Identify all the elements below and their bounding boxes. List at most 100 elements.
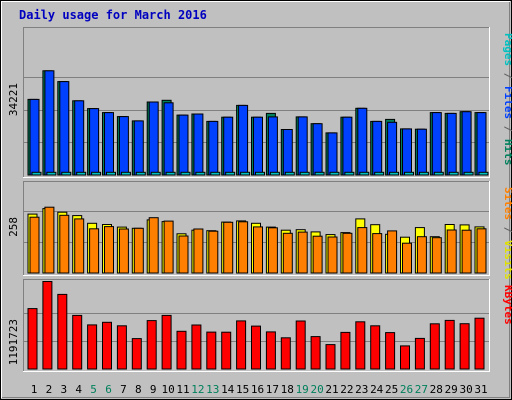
bar-pages — [433, 171, 444, 176]
bar-files — [148, 101, 159, 176]
bar-kbytes — [206, 331, 217, 370]
bar-kbytes — [57, 293, 68, 370]
bar-sites — [312, 235, 323, 274]
bar-files — [327, 132, 338, 176]
x-tick-label: 12 — [191, 383, 204, 396]
x-tick-label: 7 — [120, 383, 127, 396]
x-axis: 1 2 3 4 5 6 7 8 9 10 11 12 13 14 15 16 17 18 19 20 21 22 23 24 2… — [31, 383, 488, 396]
bar-kbytes — [191, 324, 202, 370]
bar-files — [357, 107, 368, 176]
bar-files — [282, 129, 293, 176]
bar-pages — [46, 171, 57, 176]
bar-sites — [267, 227, 278, 274]
bar-pages — [150, 171, 161, 176]
bar-pages — [448, 171, 459, 176]
bar-sites — [29, 216, 40, 274]
bar-pages — [478, 171, 489, 176]
bar-kbytes — [325, 344, 336, 370]
x-tick-label: 5 — [90, 383, 97, 396]
bar-kbytes — [370, 325, 381, 370]
bar-pages — [120, 171, 131, 176]
legend-entry: Hits — [502, 139, 512, 166]
y-tick-label: 34221 — [7, 83, 20, 116]
series-files — [29, 70, 487, 176]
bar-files — [312, 123, 323, 176]
bar-pages — [225, 171, 236, 176]
x-tick-label: 14 — [221, 383, 235, 396]
x-tick-label: 2 — [46, 383, 53, 396]
bar-files — [372, 120, 383, 176]
bar-sites — [238, 221, 249, 274]
bar-files — [59, 81, 70, 176]
bar-kbytes — [221, 331, 232, 370]
legend-entry: Visits — [502, 240, 512, 280]
bar-files — [297, 116, 308, 176]
x-tick-label: 23 — [355, 383, 368, 396]
x-tick-label: 17 — [266, 383, 279, 396]
bar-kbytes — [474, 317, 485, 370]
x-tick-label: 30 — [459, 383, 472, 396]
bar-pages — [269, 171, 280, 176]
x-tick-label: 31 — [474, 383, 487, 396]
series-sites — [29, 206, 487, 274]
bar-files — [446, 112, 457, 176]
bar-pages — [284, 171, 295, 176]
legend-label: Pages / Files / Hits — [502, 33, 512, 166]
bar-kbytes — [400, 345, 410, 370]
bar-kbytes — [131, 338, 142, 370]
panel-visits: 258 Sites / Visits — [7, 181, 512, 280]
bar-files — [178, 114, 189, 176]
x-tick-label: 19 — [296, 383, 309, 396]
bar-sites — [163, 220, 174, 274]
bar-pages — [61, 171, 72, 176]
bar-sites — [342, 232, 353, 274]
x-tick-label: 6 — [105, 383, 112, 396]
bar-sites — [148, 217, 159, 274]
bar-files — [118, 116, 129, 176]
legend-entry: Files — [502, 86, 512, 119]
bar-kbytes — [236, 320, 247, 370]
bar-pages — [329, 171, 340, 176]
x-tick-label: 29 — [445, 383, 458, 396]
x-tick-label: 1 — [31, 383, 38, 396]
bar-sites — [372, 233, 383, 274]
panel-hits: 34221 Pages / Files / Hits — [7, 27, 512, 178]
bar-kbytes — [27, 308, 38, 370]
bar-pages — [106, 171, 116, 176]
bar-files — [89, 108, 100, 176]
bar-files — [104, 112, 114, 176]
bar-pages — [344, 171, 355, 176]
bar-sites — [446, 229, 457, 274]
bar-pages — [299, 171, 310, 176]
chart-panels: 34221 Pages / Files / Hits 258 Sites / Visi… — [7, 27, 512, 372]
bar-pages — [180, 171, 191, 176]
bar-kbytes — [102, 321, 112, 370]
x-tick-label: 21 — [325, 383, 338, 396]
bar-pages — [135, 171, 146, 176]
bar-kbytes — [176, 330, 187, 370]
legend-entry: / — [502, 220, 512, 240]
bar-files — [387, 121, 398, 176]
bar-kbytes — [429, 323, 440, 370]
legend-entry: Sites — [502, 187, 512, 220]
bar-pages — [418, 171, 429, 176]
bar-files — [74, 100, 85, 176]
x-tick-label: 24 — [370, 383, 384, 396]
legend-entry: KBytes — [502, 285, 512, 325]
bar-pages — [404, 171, 414, 176]
legend-entry: / — [502, 66, 512, 86]
bar-pages — [389, 171, 400, 176]
bar-kbytes — [116, 325, 127, 370]
chart-title: Daily usage for March 2016 — [19, 8, 207, 22]
bar-files — [238, 104, 249, 176]
bar-files — [133, 120, 144, 176]
bar-sites — [416, 236, 427, 274]
y-tick-label: 258 — [7, 217, 20, 237]
bar-files — [461, 111, 472, 176]
x-tick-label: 15 — [236, 383, 249, 396]
bar-kbytes — [280, 337, 291, 370]
bar-files — [253, 116, 263, 176]
bar-sites — [59, 214, 70, 274]
bar-files — [267, 116, 278, 176]
bar-files — [416, 128, 427, 176]
